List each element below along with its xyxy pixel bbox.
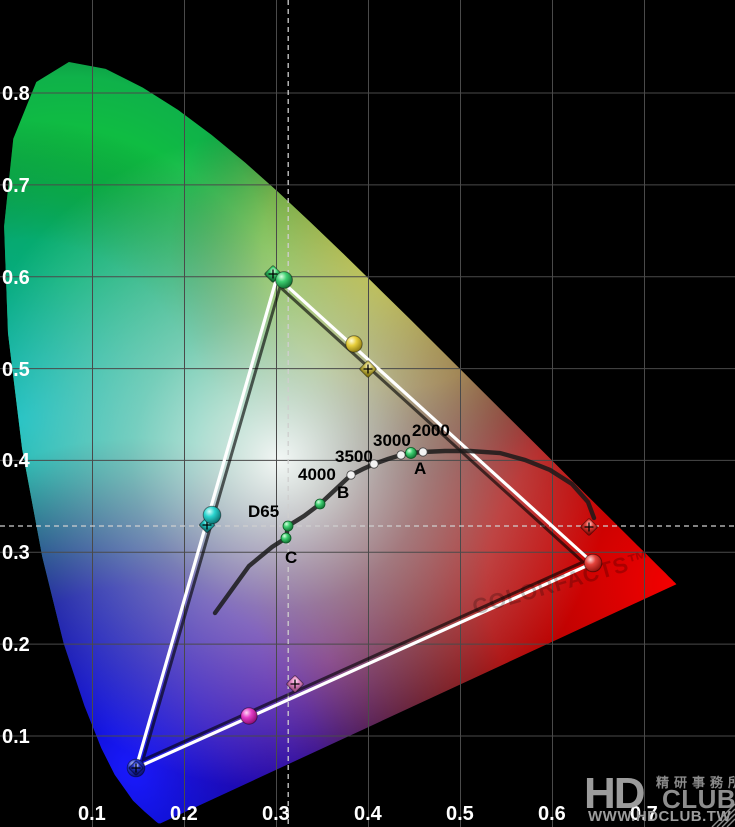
svg-text:A: A [414,459,426,478]
svg-text:0.4: 0.4 [2,450,31,472]
svg-text:3500: 3500 [335,447,373,466]
svg-text:精研事務所: 精研事務所 [656,775,735,790]
svg-text:3000: 3000 [373,431,411,450]
svg-text:B: B [337,483,349,502]
svg-text:0.3: 0.3 [2,542,30,564]
svg-text:0.2: 0.2 [170,803,198,825]
svg-text:0.4: 0.4 [354,803,383,825]
svg-text:0.7: 0.7 [2,175,30,197]
svg-text:0.2: 0.2 [2,634,30,656]
svg-text:WWW.HDCLUB.TW: WWW.HDCLUB.TW [588,808,731,825]
svg-text:0.5: 0.5 [446,803,474,825]
svg-text:0.3: 0.3 [262,803,290,825]
svg-text:C: C [285,548,297,567]
svg-text:0.6: 0.6 [538,803,566,825]
svg-text:0.1: 0.1 [78,803,106,825]
svg-text:0.1: 0.1 [2,726,30,748]
svg-text:2000: 2000 [412,421,450,440]
svg-text:D65: D65 [248,502,279,521]
svg-text:4000: 4000 [298,465,336,484]
svg-text:0.8: 0.8 [2,83,30,105]
svg-text:0.5: 0.5 [2,359,30,381]
svg-text:0.6: 0.6 [2,267,30,289]
